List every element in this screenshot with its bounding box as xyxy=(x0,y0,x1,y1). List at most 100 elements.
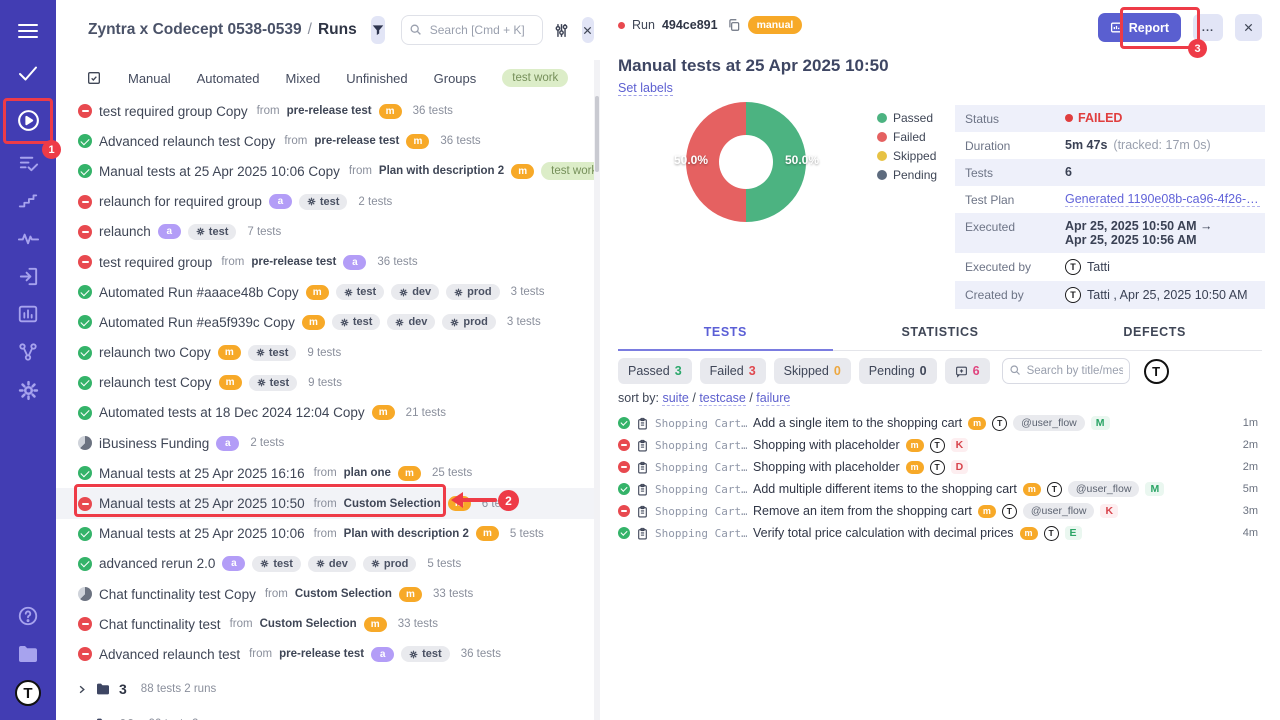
branch-icon xyxy=(17,341,39,363)
scrollbar-thumb[interactable] xyxy=(595,96,599,172)
detail-tab-defects[interactable]: DEFECTS xyxy=(1123,325,1186,339)
comments-filter-chip[interactable]: 6 xyxy=(944,358,990,384)
folder-row[interactable]: 3 88 tests 2 runs xyxy=(56,674,594,705)
runs-search-input[interactable] xyxy=(400,15,543,45)
run-row[interactable]: iBusiness Funding a 2 tests xyxy=(56,428,594,458)
sidebar-item-check[interactable] xyxy=(15,60,41,86)
results-donut-chart: 50.0% 50.0% xyxy=(674,102,819,222)
run-row[interactable]: test required group Copy from pre-release … xyxy=(56,96,594,126)
folder-row[interactable]: 28 90 tests 2 runs xyxy=(56,709,594,720)
sort-suite-link[interactable]: suite xyxy=(662,391,689,406)
summary-muted-text: (tracked: 17m 0s) xyxy=(1113,138,1211,152)
tests-search-input[interactable] xyxy=(1001,358,1130,384)
run-name: Advanced relaunch test xyxy=(99,646,241,662)
run-status-failed-icon xyxy=(78,194,92,209)
run-row[interactable]: relaunch two Copy m test 9 tests xyxy=(56,338,594,368)
filter-chip-pending[interactable]: Pending 0 xyxy=(858,358,937,384)
run-row[interactable]: Chat functinality test from Custom Selecti… xyxy=(56,609,594,639)
assignee-avatar[interactable]: T xyxy=(1143,358,1169,384)
run-mode-badge: m xyxy=(301,314,325,330)
testcase-icon xyxy=(636,527,649,540)
run-row[interactable]: test required group from pre-release test a… xyxy=(56,247,594,277)
sidebar-item-folder[interactable] xyxy=(15,641,41,667)
run-row[interactable]: Manual tests at 25 Apr 2025 16:16 from pla… xyxy=(56,458,594,488)
from-label: from xyxy=(264,588,288,601)
tab-manual[interactable]: Manual xyxy=(128,70,171,86)
sidebar-item-play[interactable] xyxy=(15,107,41,133)
detail-tab-tests[interactable]: TESTS xyxy=(618,325,833,351)
sidebar-item-help[interactable] xyxy=(15,603,41,629)
tab-groups[interactable]: Groups xyxy=(433,70,477,86)
run-row[interactable]: Automated Run #ea5f939c Copy m test dev prod… xyxy=(56,307,594,337)
page-title: Runs xyxy=(317,21,357,38)
run-row[interactable]: Automated tests at 18 Dec 2024 12:04 Cop… xyxy=(56,398,594,428)
test-row[interactable]: Shopping Cart… Shopping with placeholder m… xyxy=(618,434,1262,456)
more-actions-button[interactable]: ... xyxy=(1193,14,1223,41)
env-badge-label: test xyxy=(208,225,229,238)
sidebar-item-pulse[interactable] xyxy=(15,225,41,251)
filter-button[interactable] xyxy=(370,16,385,44)
sidebar-logo[interactable]: T xyxy=(15,680,41,706)
filter-chip-passed[interactable]: Passed 3 xyxy=(618,358,692,384)
steps-icon xyxy=(17,189,39,211)
legend-label: Pending xyxy=(893,168,938,182)
chip-label: Pending xyxy=(868,364,915,378)
sort-testcase-link[interactable]: testcase xyxy=(699,391,746,406)
detail-close-button[interactable] xyxy=(1235,14,1262,41)
sidebar-item-run-list[interactable] xyxy=(15,150,41,176)
run-row[interactable]: Manual tests at 25 Apr 2025 10:06 Copy fr… xyxy=(56,156,652,186)
env-badge-label: dev xyxy=(408,316,428,329)
run-row[interactable]: Chat functinality test Copy from Custom Se… xyxy=(56,579,594,609)
run-row[interactable]: relaunch for required group a test 2 tests xyxy=(56,187,594,217)
filter-tag-badge[interactable]: test work xyxy=(502,69,569,87)
test-title: Add multiple different items to the shop… xyxy=(753,482,1017,496)
run-row[interactable]: advanced rerun 2.0 a test dev prod 5 tests xyxy=(56,549,594,579)
run-row[interactable]: Manual tests at 25 Apr 2025 10:06 from Pla… xyxy=(56,519,594,549)
copy-icon[interactable] xyxy=(727,18,741,32)
test-row[interactable]: Shopping Cart… Add multiple different ite… xyxy=(618,478,1262,500)
run-name: test required group xyxy=(99,254,213,270)
filter-chip-failed[interactable]: Failed 3 xyxy=(699,358,766,384)
sidebar-item-steps[interactable] xyxy=(15,187,41,213)
run-row[interactable]: relaunch a test 7 tests xyxy=(56,217,594,247)
sidebar-item-analytics[interactable] xyxy=(15,301,41,327)
summary-row: Test Plan Generated 1190e08b-ca96-4f26-b1… xyxy=(955,186,1265,213)
run-mode-badge: a xyxy=(268,194,292,210)
run-row[interactable]: Manual tests at 25 Apr 2025 10:50 from Cus… xyxy=(56,488,594,519)
tab-unfinished[interactable]: Unfinished xyxy=(346,70,408,86)
test-mode-badge: m xyxy=(1022,482,1041,496)
env-badge: dev xyxy=(391,284,440,301)
run-row[interactable]: Advanced relaunch test from pre-release te… xyxy=(56,639,594,669)
testcase-icon xyxy=(636,505,649,518)
check-icon xyxy=(16,61,40,85)
sidebar-item-sign-in[interactable] xyxy=(15,263,41,289)
env-badge: dev xyxy=(387,314,436,331)
test-row[interactable]: Shopping Cart… Add a single item to the s… xyxy=(618,412,1262,434)
sidebar-item-gear[interactable] xyxy=(15,377,41,403)
panel-close-button[interactable] xyxy=(581,17,594,43)
run-mode-badge: a xyxy=(222,556,246,572)
run-row[interactable]: relaunch test Copy m test 9 tests xyxy=(56,368,594,398)
tab-automated[interactable]: Automated xyxy=(196,70,260,86)
report-button[interactable]: Report xyxy=(1097,13,1181,42)
run-tests-count: 5 tests xyxy=(509,527,544,540)
test-plan-link[interactable]: Generated 1190e08b-ca96-4f26-b10f-d... xyxy=(1065,192,1260,207)
test-row[interactable]: Shopping Cart… Shopping with placeholder m… xyxy=(618,456,1262,478)
run-tests-count: 3 tests xyxy=(506,316,541,329)
detail-tab-statistics[interactable]: STATISTICS xyxy=(901,325,979,339)
sort-failure-link[interactable]: failure xyxy=(756,391,791,406)
tab-mixed[interactable]: Mixed xyxy=(285,70,321,86)
chip-count: 3 xyxy=(748,364,756,378)
assignee-avatar: T xyxy=(992,415,1008,431)
sidebar-item-menu[interactable] xyxy=(15,18,41,44)
filter-chip-skipped[interactable]: Skipped 0 xyxy=(773,358,851,384)
sidebar-item-branch[interactable] xyxy=(15,339,41,365)
run-row[interactable]: Advanced relaunch test Copy from pre-relea… xyxy=(56,126,594,156)
set-labels-link[interactable]: Set labels xyxy=(618,81,673,96)
gear-icon xyxy=(340,318,349,327)
test-row[interactable]: Shopping Cart… Remove an item from the sh… xyxy=(618,500,1262,522)
tune-button[interactable] xyxy=(553,19,570,41)
test-row[interactable]: Shopping Cart… Verify total price calcula… xyxy=(618,522,1262,544)
run-row[interactable]: Automated Run #aaace48b Copy m test dev prod… xyxy=(56,277,594,307)
scrollbar-track[interactable] xyxy=(594,60,600,720)
